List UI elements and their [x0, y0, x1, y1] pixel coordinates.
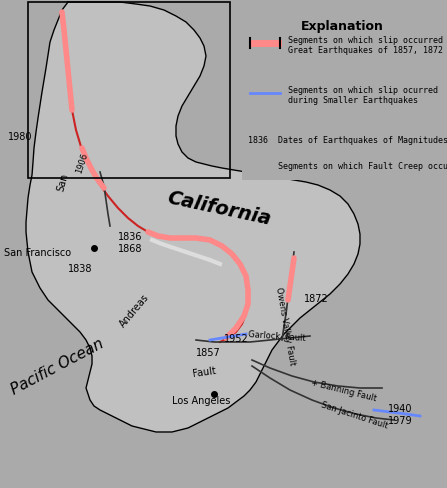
Text: Segments on which slip ocurred
during Smaller Earthquakes: Segments on which slip ocurred during Sm… — [288, 86, 438, 105]
Text: 1979: 1979 — [388, 416, 413, 426]
Text: San Jacinto Fault: San Jacinto Fault — [320, 400, 389, 430]
Text: Explanation: Explanation — [300, 20, 384, 33]
Text: Los Angeles: Los Angeles — [172, 396, 230, 406]
Text: 1868: 1868 — [118, 244, 143, 254]
Text: 1980: 1980 — [8, 132, 33, 142]
Text: San Francisco: San Francisco — [4, 248, 71, 258]
Text: 1838: 1838 — [68, 264, 93, 274]
Text: Garlock  Fault: Garlock Fault — [248, 330, 306, 343]
Bar — [242, 2, 442, 180]
Text: Segments on which slip occurred during
Great Earthquakes of 1857, 1872 and 1906: Segments on which slip occurred during G… — [288, 36, 447, 56]
Text: San: San — [56, 172, 71, 192]
Text: California: California — [165, 188, 272, 228]
Bar — [28, 2, 230, 178]
Text: 1906: 1906 — [74, 152, 89, 175]
Polygon shape — [26, 2, 360, 432]
Text: Owens Valley Fault: Owens Valley Fault — [274, 286, 297, 366]
Text: 1857: 1857 — [196, 348, 221, 358]
Text: Andreas: Andreas — [118, 292, 151, 329]
Text: + Banning Fault: + Banning Fault — [310, 378, 377, 403]
Text: 1836  Dates of Earthquakes of Magnitudes 7-8: 1836 Dates of Earthquakes of Magnitudes … — [248, 136, 447, 145]
Text: 1872: 1872 — [304, 294, 329, 304]
Text: 1940: 1940 — [388, 404, 413, 414]
Text: Fault: Fault — [192, 366, 217, 379]
Text: 1836: 1836 — [118, 232, 143, 242]
Text: Segments on which Fault Creep occurs: Segments on which Fault Creep occurs — [248, 162, 447, 171]
Text: Pacific Ocean: Pacific Ocean — [8, 336, 106, 398]
Text: 1952: 1952 — [224, 334, 249, 344]
